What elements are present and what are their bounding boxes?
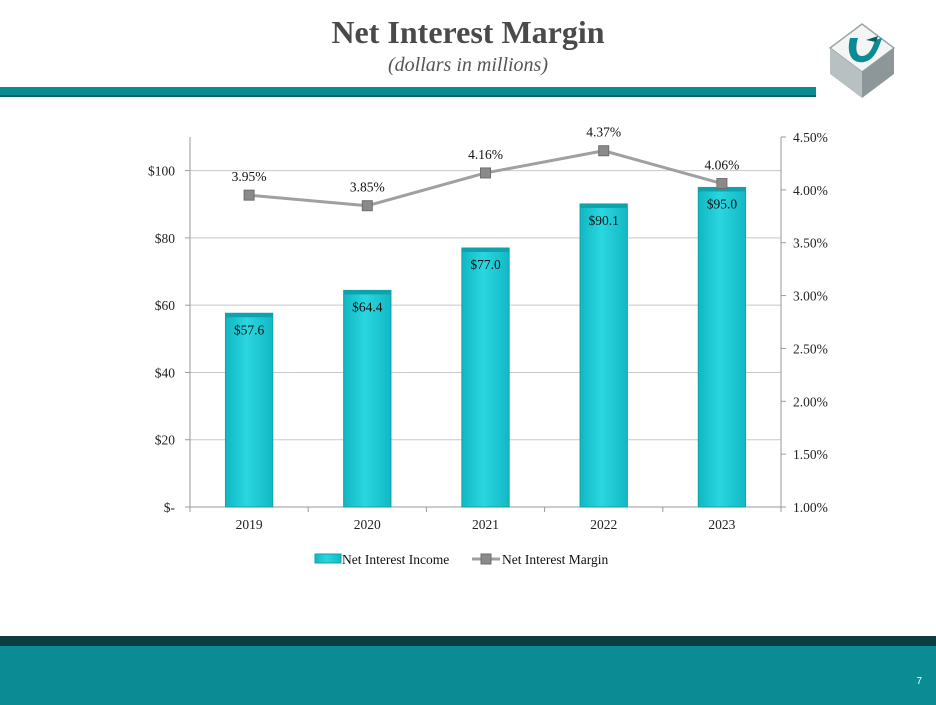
- line-marker: [716, 178, 728, 190]
- line-value-label: 4.37%: [586, 125, 621, 140]
- left-tick-label: $80: [155, 231, 176, 246]
- right-tick-label: 2.50%: [793, 341, 828, 356]
- bar-value-label: $64.4: [352, 299, 383, 314]
- bar: [343, 289, 392, 508]
- bar: [579, 203, 628, 508]
- footer-band: [0, 646, 936, 705]
- right-tick-label: 1.50%: [793, 447, 828, 462]
- left-tick-label: $40: [155, 365, 176, 380]
- left-tick-label: $60: [155, 298, 176, 313]
- x-tick-label: 2019: [236, 517, 263, 532]
- bar-value-label: $57.6: [234, 322, 265, 337]
- company-logo-icon: [828, 23, 896, 98]
- bar-top-edge: [225, 313, 273, 318]
- legend-marker-swatch: [480, 553, 492, 565]
- bar-top-edge: [698, 187, 746, 192]
- x-tick-label: 2020: [354, 517, 381, 532]
- bar: [461, 247, 510, 508]
- line-marker: [598, 145, 610, 157]
- line-marker: [361, 200, 373, 212]
- slide-subtitle: (dollars in millions): [387, 54, 548, 76]
- title-rule-shadow: [0, 95, 816, 97]
- right-tick-label: 2.00%: [793, 394, 828, 409]
- line-series: [243, 145, 728, 212]
- right-tick-label: 4.00%: [793, 183, 828, 198]
- left-axis-ticks: $- $20 $40 $60 $80 $100: [148, 164, 190, 515]
- title-rule: [0, 87, 816, 95]
- x-axis-ticks: 2019 2020 2021 2022 2023: [189, 507, 782, 532]
- x-tick-label: 2023: [708, 517, 735, 532]
- left-tick-label: $100: [148, 164, 175, 179]
- right-tick-label: 3.00%: [793, 289, 828, 304]
- line-marker: [243, 189, 255, 201]
- line-value-label: 4.16%: [468, 147, 503, 162]
- bar-data-labels: $57.6 $64.4 $77.0 $90.1 $95.0: [234, 196, 737, 337]
- bar-value-label: $95.0: [707, 196, 738, 211]
- bar-top-edge: [343, 290, 391, 295]
- bar: [697, 186, 747, 508]
- legend: Net Interest Income Net Interest Margin: [314, 552, 608, 567]
- x-tick-label: 2022: [590, 517, 617, 532]
- footer-band-dark: [0, 636, 936, 646]
- slide-title: Net Interest Margin: [331, 14, 605, 50]
- right-axis-ticks: 1.00% 1.50% 2.00% 2.50% 3.00% 3.50% 4.00% 4.50%: [781, 130, 828, 515]
- line-value-label: 3.85%: [350, 180, 385, 195]
- right-tick-label: 4.50%: [793, 130, 828, 145]
- bar-value-label: $77.0: [470, 257, 501, 272]
- line-value-label: 4.06%: [704, 158, 739, 173]
- right-tick-label: 1.00%: [793, 500, 828, 515]
- bar: [224, 312, 274, 508]
- legend-label: Net Interest Margin: [502, 552, 608, 567]
- x-tick-label: 2021: [472, 517, 499, 532]
- line-data-labels: 3.95% 3.85% 4.16% 4.37% 4.06%: [232, 125, 740, 195]
- page-number: 7: [916, 676, 922, 687]
- legend-label: Net Interest Income: [342, 552, 449, 567]
- right-tick-label: 3.50%: [793, 236, 828, 251]
- left-tick-label: $20: [155, 433, 176, 448]
- bar-series: [224, 186, 747, 508]
- line-value-label: 3.95%: [232, 169, 267, 184]
- line-marker: [480, 167, 491, 179]
- bar-value-label: $90.1: [589, 213, 619, 228]
- left-tick-label: $-: [164, 500, 176, 515]
- bar-top-edge: [580, 203, 628, 208]
- bar-top-edge: [461, 248, 510, 252]
- legend-bar-swatch: [314, 553, 342, 564]
